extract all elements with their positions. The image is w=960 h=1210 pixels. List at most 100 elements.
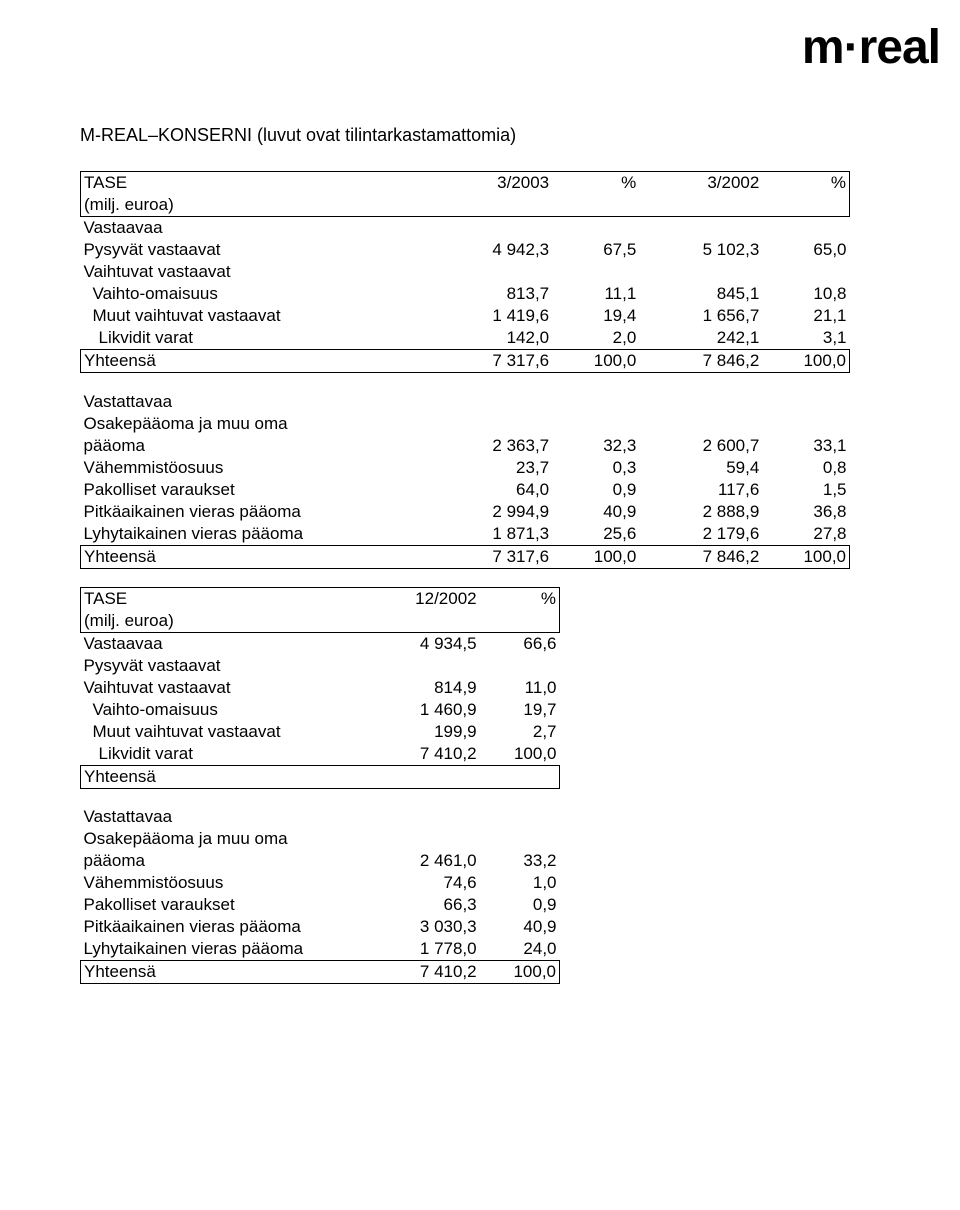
table-row: Lyhytaikainen vieras pääoma1 871,325,62 … — [81, 523, 850, 546]
row-c2: 40,9 — [480, 916, 560, 938]
row-label: pääoma — [81, 435, 430, 457]
row-c1: 813,7 — [429, 283, 552, 305]
table2-total1-c1 — [370, 765, 480, 788]
table1-header-label: TASE — [81, 172, 430, 195]
row-c1 — [370, 828, 480, 850]
row-c2 — [480, 655, 560, 677]
row-c4 — [762, 261, 849, 283]
row-c2: 0,9 — [552, 479, 639, 501]
row-c2 — [552, 217, 639, 240]
row-c3: 59,4 — [639, 457, 762, 479]
row-label: Muut vaihtuvat vastaavat — [81, 721, 370, 743]
row-c4: 1,5 — [762, 479, 849, 501]
row-c1: 199,9 — [370, 721, 480, 743]
row-c2: 66,6 — [480, 632, 560, 655]
table-row: Lyhytaikainen vieras pääoma1 778,024,0 — [81, 938, 560, 961]
table-row: Vastattavaa — [81, 806, 560, 828]
row-label: Vähemmistöosuus — [81, 457, 430, 479]
row-label: Likvidit varat — [81, 327, 430, 350]
row-c4: 65,0 — [762, 239, 849, 261]
table-row: Vaihto-omaisuus813,711,1845,110,8 — [81, 283, 850, 305]
row-c4: 33,1 — [762, 435, 849, 457]
row-c2: 2,7 — [480, 721, 560, 743]
row-c4: 36,8 — [762, 501, 849, 523]
row-c1: 3 030,3 — [370, 916, 480, 938]
table1-total2-c4: 100,0 — [762, 545, 849, 568]
row-c1 — [429, 413, 552, 435]
table-row: Pysyvät vastaavat4 942,367,55 102,365,0 — [81, 239, 850, 261]
row-c2: 100,0 — [480, 743, 560, 766]
row-c4 — [762, 391, 849, 413]
table1-header-c4: % — [762, 172, 849, 195]
table-row: Muut vaihtuvat vastaavat1 419,619,41 656… — [81, 305, 850, 327]
logo-container: m·real — [80, 20, 940, 75]
row-c3: 117,6 — [639, 479, 762, 501]
row-c1: 4 934,5 — [370, 632, 480, 655]
row-c1: 142,0 — [429, 327, 552, 350]
row-label: Vastaavaa — [81, 632, 370, 655]
row-label: Vastattavaa — [81, 806, 370, 828]
logo-text: m·real — [802, 21, 940, 74]
row-c1: 7 410,2 — [370, 743, 480, 766]
row-c2 — [480, 806, 560, 828]
row-c2: 24,0 — [480, 938, 560, 961]
row-c3: 1 656,7 — [639, 305, 762, 327]
table-row: Vähemmistöosuus74,61,0 — [81, 872, 560, 894]
row-label: Pakolliset varaukset — [81, 479, 430, 501]
table-row: Vastaavaa4 934,566,6 — [81, 632, 560, 655]
balance-table-2003-2002: TASE 3/2003 % 3/2002 % (milj. euroa) Vas… — [80, 171, 850, 569]
row-c2: 32,3 — [552, 435, 639, 457]
row-c2: 25,6 — [552, 523, 639, 546]
row-c3 — [639, 391, 762, 413]
table2-header-c1: 12/2002 — [370, 587, 480, 610]
row-c4: 10,8 — [762, 283, 849, 305]
row-c2: 0,3 — [552, 457, 639, 479]
row-label: Vaihtuvat vastaavat — [81, 261, 430, 283]
table1-header-c2: % — [552, 172, 639, 195]
row-label: Vaihto-omaisuus — [81, 699, 370, 721]
row-c1: 2 363,7 — [429, 435, 552, 457]
row-c3 — [639, 261, 762, 283]
row-label: Vaihtuvat vastaavat — [81, 677, 370, 699]
table-row: Pitkäaikainen vieras pääoma3 030,340,9 — [81, 916, 560, 938]
row-c1 — [429, 261, 552, 283]
row-c2 — [552, 413, 639, 435]
table1-total2-label: Yhteensä — [81, 545, 430, 568]
table-row: pääoma2 363,732,32 600,733,1 — [81, 435, 850, 457]
row-label: Pysyvät vastaavat — [81, 655, 370, 677]
table2-total2-c1: 7 410,2 — [370, 961, 480, 984]
row-c3: 2 600,7 — [639, 435, 762, 457]
row-c1: 1 778,0 — [370, 938, 480, 961]
row-c2: 19,4 — [552, 305, 639, 327]
table-row: Pysyvät vastaavat — [81, 655, 560, 677]
row-label: Lyhytaikainen vieras pääoma — [81, 523, 430, 546]
row-label: Pysyvät vastaavat — [81, 239, 430, 261]
table2-total1-c2 — [480, 765, 560, 788]
row-label: Lyhytaikainen vieras pääoma — [81, 938, 370, 961]
row-c1: 1 419,6 — [429, 305, 552, 327]
table1-total1-c2: 100,0 — [552, 350, 639, 373]
row-label: Pakolliset varaukset — [81, 894, 370, 916]
row-c2: 11,0 — [480, 677, 560, 699]
row-c2: 33,2 — [480, 850, 560, 872]
table-row: Vähemmistöosuus23,70,359,40,8 — [81, 457, 850, 479]
row-c1: 2 461,0 — [370, 850, 480, 872]
row-label: Vähemmistöosuus — [81, 872, 370, 894]
table-row: Osakepääoma ja muu oma — [81, 828, 560, 850]
page-title: M-REAL–KONSERNI (luvut ovat tilintarkast… — [80, 125, 900, 146]
table1-sub: (milj. euroa) — [81, 194, 430, 217]
table1-header-c1: 3/2003 — [429, 172, 552, 195]
table-row: Pakolliset varaukset66,30,9 — [81, 894, 560, 916]
row-c3: 845,1 — [639, 283, 762, 305]
row-label: Pitkäaikainen vieras pääoma — [81, 916, 370, 938]
row-c2: 19,7 — [480, 699, 560, 721]
table-row: Vaihtuvat vastaavat — [81, 261, 850, 283]
table-row: Pitkäaikainen vieras pääoma2 994,940,92 … — [81, 501, 850, 523]
table-row: Vastaavaa — [81, 217, 850, 240]
row-label: Vastattavaa — [81, 391, 430, 413]
row-c2 — [480, 828, 560, 850]
row-c3 — [639, 217, 762, 240]
row-c2: 67,5 — [552, 239, 639, 261]
row-label: Osakepääoma ja muu oma — [81, 413, 430, 435]
table1-total1-c4: 100,0 — [762, 350, 849, 373]
